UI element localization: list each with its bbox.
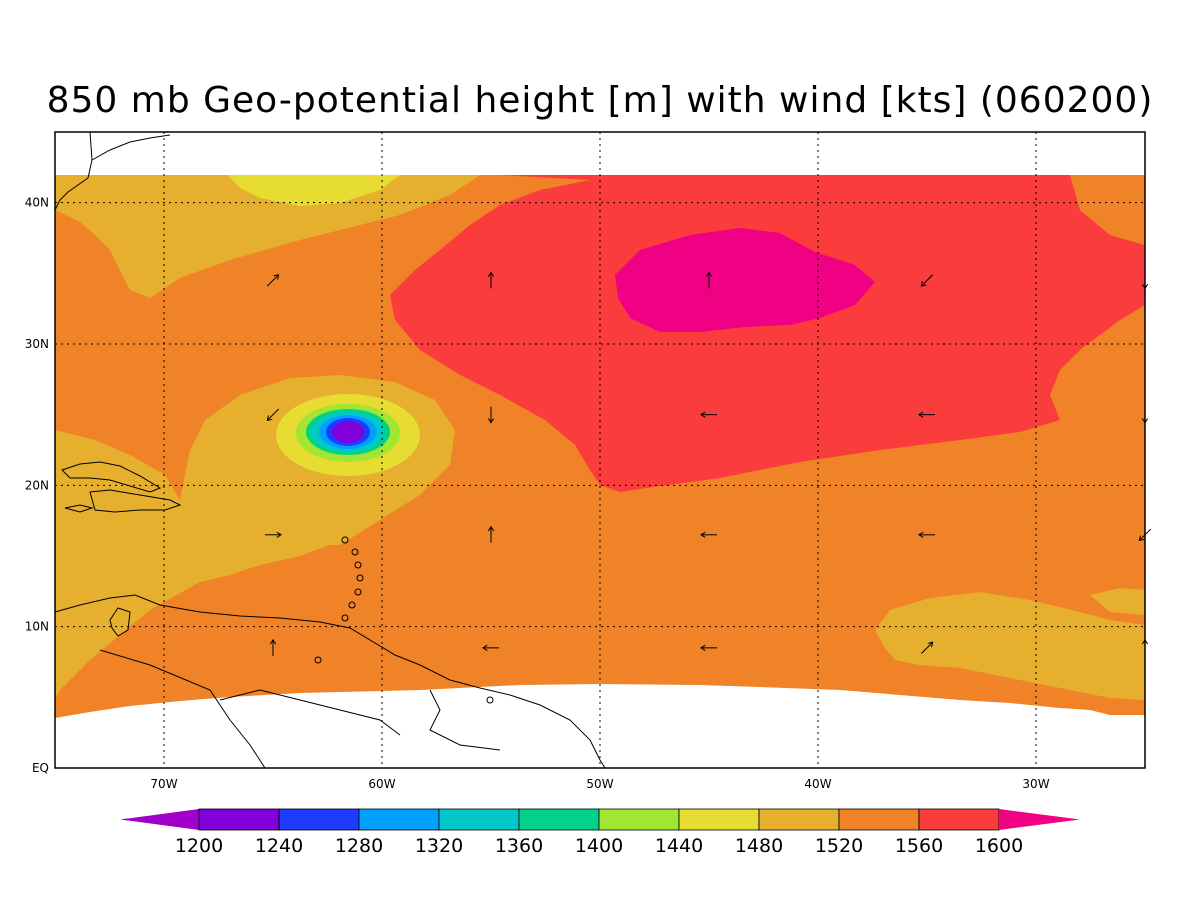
field-1440-1480-nw (228, 175, 400, 206)
colorbar-label-2: 1280 (335, 835, 383, 857)
wind-arrow (269, 638, 277, 656)
colorbar-label-1: 1240 (255, 835, 303, 857)
wind-arrow (487, 271, 495, 289)
colorbar-label-0: 1200 (175, 835, 223, 857)
colorbar-label-4: 1360 (495, 835, 543, 857)
wind-arrow (482, 644, 499, 651)
wind-arrow (266, 408, 280, 421)
coast-lake-maracaibo (109, 607, 131, 637)
colorbar-label-3: 1320 (415, 835, 463, 857)
wind-arrow (918, 531, 935, 538)
colorbar: 1200 1240 1280 1320 1360 1400 1440 1480 1520 1560… (120, 808, 1080, 857)
coast-cuba (61, 461, 162, 493)
y-tick-label-0: EQ (32, 761, 49, 775)
colorbar-swatch-4 (438, 808, 520, 831)
wind-arrow (705, 271, 713, 289)
colorbar-label-10: 1600 (975, 835, 1023, 857)
field-1560-1600 (390, 175, 1145, 492)
y-tick-label-4: 40N (25, 196, 49, 210)
y-tick-label-3: 30N (25, 337, 49, 351)
border-colombia (99, 649, 266, 769)
colorbar-swatch-8 (758, 808, 840, 831)
colorbar-swatch-10 (918, 808, 1000, 831)
colorbar-label-8: 1520 (815, 835, 863, 857)
graticule (55, 132, 1145, 768)
coastlines (54, 131, 606, 769)
wind-arrow (487, 525, 495, 543)
wind-arrow (920, 274, 934, 287)
plot-frame (54, 131, 1146, 769)
colorbar-swatch-9 (838, 808, 920, 831)
field-1480-1520-west (55, 430, 330, 700)
field-1480-1520-se2 (1090, 588, 1145, 615)
y-tick-label-1: 10N (25, 620, 49, 634)
coast-hispaniola (89, 489, 182, 513)
wind-arrow (700, 644, 717, 651)
x-tick-labels: 70W 60W 50W 40W 30W (150, 777, 1049, 791)
colorbar-swatch-1 (198, 808, 280, 831)
wind-arrow (920, 641, 934, 654)
wind-arrow (700, 411, 717, 418)
wind-arrow (266, 274, 280, 287)
colorbar-swatch-2 (278, 808, 360, 831)
wind-arrow (265, 531, 282, 538)
colorbar-label-9: 1560 (895, 835, 943, 857)
x-tick-label-4: 30W (1022, 777, 1049, 791)
x-tick-label-1: 60W (368, 777, 395, 791)
colorbar-label-6: 1440 (655, 835, 703, 857)
colorbar-swatch-5 (518, 808, 600, 831)
colorbar-min-arrow (120, 809, 199, 830)
lesser-antilles (314, 536, 494, 704)
colorbar-label-7: 1480 (735, 835, 783, 857)
coast-maine (91, 134, 171, 161)
field-1520-1560-ne (1070, 175, 1145, 245)
colorbar-swatch-3 (358, 808, 440, 831)
y-tick-label-2: 20N (25, 478, 49, 492)
colorbar-swatch-6 (598, 808, 680, 831)
colorbar-label-5: 1400 (575, 835, 623, 857)
field-1480-1520-se (875, 592, 1145, 700)
chart-title: 850 mb Geo-potential height [m] with win… (46, 80, 1154, 121)
coast-south-america (54, 594, 606, 769)
x-tick-label-2: 50W (586, 777, 613, 791)
x-tick-label-0: 70W (150, 777, 177, 791)
border-guyana (429, 689, 501, 751)
wind-arrow (918, 411, 935, 418)
wind-arrow (487, 406, 495, 424)
field-1480-1520-nw (55, 175, 480, 298)
storm-core (332, 421, 364, 443)
coast-jamaica (64, 504, 94, 513)
wind-arrow (700, 531, 717, 538)
colorbar-swatch-7 (678, 808, 760, 831)
y-tick-labels: EQ 10N 20N 30N 40N (25, 196, 49, 775)
colorbar-max-arrow (999, 809, 1080, 830)
x-tick-label-3: 40W (804, 777, 831, 791)
field-above-1600 (615, 228, 875, 332)
border-venezuela (219, 689, 401, 736)
